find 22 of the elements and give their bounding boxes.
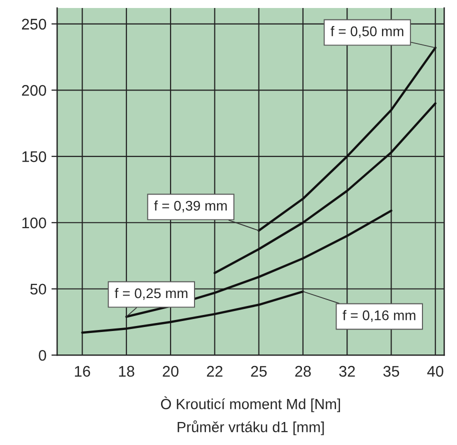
x-tick-label: 35 <box>383 366 400 377</box>
line-series <box>81 290 304 334</box>
y-tick-label: 200 <box>22 85 46 96</box>
x-tick-label: 18 <box>119 366 134 377</box>
annotation: f = 0,25 mm <box>114 288 188 300</box>
x-tick-label: 40 <box>427 366 444 377</box>
x-tick-label: 22 <box>206 366 222 377</box>
y-tick-label: 250 <box>22 18 46 30</box>
line-series <box>258 46 436 232</box>
annotation: f = 0,50 mm <box>330 26 404 38</box>
x-tick-label: 32 <box>339 366 355 377</box>
x-axis-title: Ò Krouticí moment Md [Nm] Průměr vrtáku d1 [mm] <box>161 396 340 436</box>
x-tick-label: 28 <box>295 366 311 377</box>
y-tick-label: 150 <box>22 151 46 162</box>
y-tick-label: 100 <box>22 217 46 228</box>
x-tick-label: 20 <box>162 366 178 377</box>
y-tick-label: 50 <box>30 284 46 295</box>
annotation: f = 0,39 mm <box>154 200 227 212</box>
y-tick-label: 0 <box>38 350 46 361</box>
x-tick-label: 25 <box>251 366 267 377</box>
x-tick-label: 16 <box>74 366 90 377</box>
annotation: f = 0,16 mm <box>342 310 416 322</box>
